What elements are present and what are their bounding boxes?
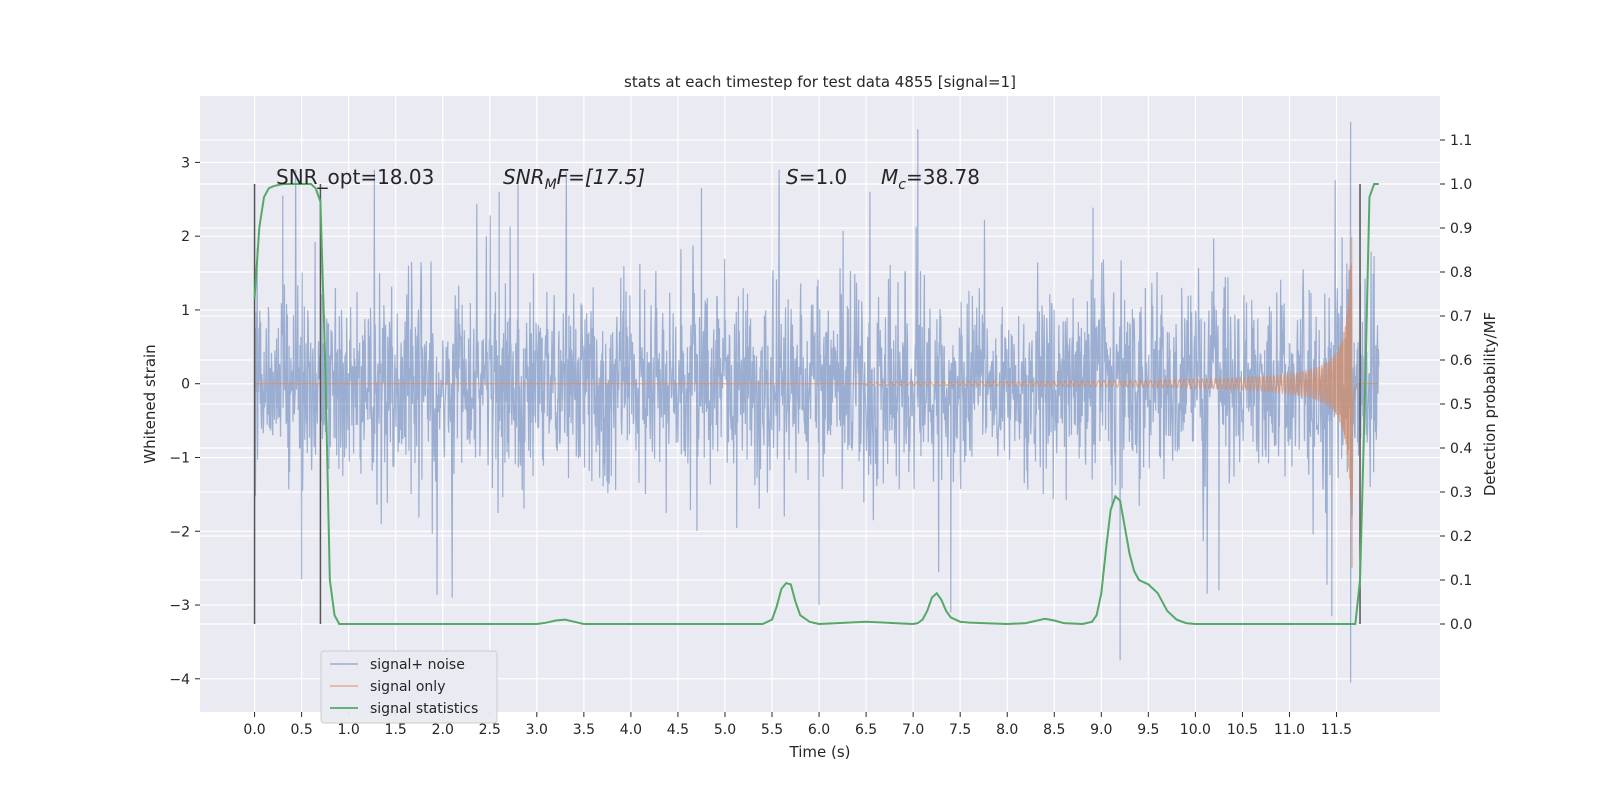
x-tick-label: 4.5 — [667, 722, 689, 738]
grid-right — [200, 139, 1440, 625]
series-signal-only — [254, 236, 1379, 568]
y-right-tick-label: 0.9 — [1450, 221, 1472, 237]
y-tick-label: 2 — [181, 229, 190, 245]
y-right-tick-label: 0.1 — [1450, 573, 1472, 589]
series-signal-noise — [253, 121, 1380, 683]
x-tick-label: 5.0 — [714, 722, 736, 738]
y-right-tick-label: 0.2 — [1450, 529, 1472, 545]
x-tick-label: 7.5 — [949, 722, 971, 738]
legend-label-signal-statistics: signal statistics — [370, 701, 478, 717]
x-tick-label: 4.0 — [620, 722, 642, 738]
line-signal-noise — [253, 121, 1380, 683]
x-axis-label: Time (s) — [789, 743, 851, 761]
y-tick-label: 1 — [181, 303, 190, 319]
y-right-tick-label: 0.5 — [1450, 397, 1472, 413]
y-tick-label: −2 — [169, 524, 190, 540]
x-tick-label: 9.0 — [1090, 722, 1112, 738]
chart-title: stats at each timestep for test data 485… — [624, 73, 1016, 91]
y-right-tick-label: 0.8 — [1450, 265, 1472, 281]
y-tick-label: 0 — [181, 377, 190, 393]
x-tick-labels: 0.0 0.5 1.0 1.5 2.0 2.5 3.0 3.5 4.0 4.5 5.0 5.5 6.0 6… — [243, 712, 1352, 738]
x-tick-label: 10.0 — [1180, 722, 1211, 738]
x-tick-label: 10.5 — [1227, 722, 1258, 738]
x-tick-label: 1.0 — [338, 722, 360, 738]
y-right-tick-labels: 1.1 1.0 0.9 0.8 0.7 0.6 0.5 0.4 0.3 0.2 0.1 0.0 — [1440, 133, 1472, 633]
legend-box — [320, 650, 498, 724]
y-tick-label: −3 — [169, 598, 190, 614]
y-tick-labels: 3 2 1 0 −1 −2 −3 −4 — [169, 155, 200, 688]
x-tick-label: 8.5 — [1043, 722, 1065, 738]
annotation-snr-opt: SNR_opt=18.03 — [276, 165, 434, 189]
line-signal-only — [254, 236, 1379, 568]
x-tick-label: 3.5 — [573, 722, 595, 738]
line-signal-statistics — [253, 183, 1379, 626]
y-right-tick-label: 0.4 — [1450, 441, 1472, 457]
x-tick-label: 2.5 — [479, 722, 501, 738]
x-tick-label: 11.0 — [1274, 722, 1305, 738]
x-tick-label: 8.0 — [996, 722, 1018, 738]
annotation-mc: Mc=38.78 — [881, 165, 980, 193]
legend-label-signal-noise: signal+ noise — [370, 657, 465, 673]
annotations: SNR_opt=18.03 SNRMF=[17.5] S=1.0 Mc=38.7… — [276, 165, 980, 193]
y-right-tick-label: 0.7 — [1450, 309, 1472, 325]
x-tick-label: 2.0 — [432, 722, 454, 738]
x-tick-label: 0.5 — [290, 722, 312, 738]
x-tick-label: 0.0 — [243, 722, 265, 738]
y-right-tick-label: 1.1 — [1450, 133, 1472, 149]
annotation-s: S=1.0 — [786, 165, 847, 189]
y-axis-label-right: Detection probability/MF — [1481, 312, 1499, 496]
x-tick-label: 7.0 — [902, 722, 924, 738]
x-tick-label: 6.0 — [808, 722, 830, 738]
y-tick-label: −1 — [169, 450, 190, 466]
legend: signal+ noise signal only signal statist… — [320, 650, 498, 724]
x-tick-label: 1.5 — [385, 722, 407, 738]
series-signal-statistics — [253, 183, 1379, 626]
y-right-tick-label: 0.3 — [1450, 485, 1472, 501]
y-axis-label: Whitened strain — [141, 344, 159, 463]
y-right-tick-label: 0.6 — [1450, 353, 1472, 369]
annotation-snr-mf: SNRMF=[17.5] — [503, 165, 645, 193]
y-right-tick-label: 0.0 — [1450, 617, 1472, 633]
y-tick-label: −4 — [169, 672, 190, 688]
y-right-tick-label: 1.0 — [1450, 177, 1472, 193]
x-tick-label: 3.0 — [526, 722, 548, 738]
x-tick-label: 6.5 — [855, 722, 877, 738]
x-tick-label: 9.5 — [1137, 722, 1159, 738]
x-tick-label: 11.5 — [1321, 722, 1352, 738]
x-tick-label: 5.5 — [761, 722, 783, 738]
y-tick-label: 3 — [181, 155, 190, 171]
legend-label-signal-only: signal only — [370, 679, 445, 695]
